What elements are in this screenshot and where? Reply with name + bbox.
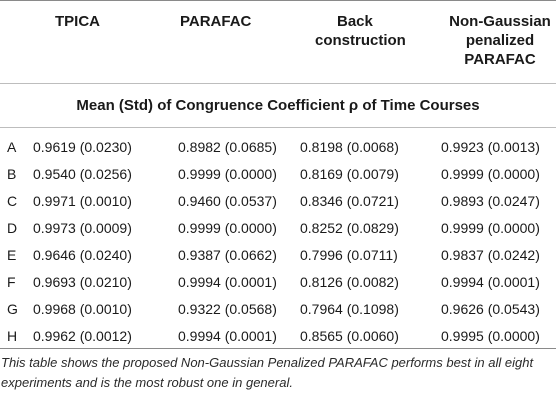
cell-back-construction: 0.8169 (0.0079) (300, 166, 399, 182)
table-row: C 0.9971 (0.0010) 0.9460 (0.0537) 0.8346… (0, 187, 556, 215)
header-back-construction: Back construction (315, 13, 406, 49)
cell-non-gaussian: 0.9837 (0.0242) (441, 247, 540, 263)
cell-tpica: 0.9619 (0.0230) (33, 139, 132, 155)
cell-non-gaussian: 0.9999 (0.0000) (441, 220, 540, 236)
row-label: H (7, 328, 18, 344)
cell-parafac: 0.9994 (0.0001) (178, 328, 277, 344)
cell-tpica: 0.9693 (0.0210) (33, 274, 132, 290)
row-label: C (7, 193, 18, 209)
cell-tpica: 0.9962 (0.0012) (33, 328, 132, 344)
cell-parafac: 0.8982 (0.0685) (178, 139, 277, 155)
cell-back-construction: 0.8346 (0.0721) (300, 193, 399, 209)
header-parafac: PARAFAC (180, 13, 252, 30)
row-label: A (7, 139, 17, 155)
cell-tpica: 0.9540 (0.0256) (33, 166, 132, 182)
row-label: E (7, 247, 17, 263)
cell-parafac: 0.9460 (0.0537) (178, 193, 277, 209)
cell-non-gaussian: 0.9893 (0.0247) (441, 193, 540, 209)
table-footnote: This table shows the proposed Non-Gaussi… (1, 355, 534, 390)
top-rule (0, 0, 556, 1)
cell-non-gaussian: 0.9626 (0.0543) (441, 301, 540, 317)
cell-back-construction: 0.8126 (0.0082) (300, 274, 399, 290)
table-row: A 0.9619 (0.0230) 0.8982 (0.0685) 0.8198… (0, 133, 556, 161)
table-row: H 0.9962 (0.0012) 0.9994 (0.0001) 0.8565… (0, 322, 556, 350)
cell-tpica: 0.9968 (0.0010) (33, 301, 132, 317)
row-label: F (7, 274, 16, 290)
row-label: G (7, 301, 18, 317)
table-row: G 0.9968 (0.0010) 0.9322 (0.0568) 0.7964… (0, 295, 556, 323)
cell-back-construction: 0.8252 (0.0829) (300, 220, 399, 236)
cell-non-gaussian: 0.9999 (0.0000) (441, 166, 540, 182)
subtitle-rule (0, 127, 556, 128)
header-non-gaussian: Non-Gaussian penalized PARAFAC (449, 13, 551, 68)
row-label: D (7, 220, 18, 236)
cell-non-gaussian: 0.9995 (0.0000) (441, 328, 540, 344)
cell-parafac: 0.9994 (0.0001) (178, 274, 277, 290)
cell-non-gaussian: 0.9994 (0.0001) (441, 274, 540, 290)
cell-tpica: 0.9646 (0.0240) (33, 247, 132, 263)
bottom-rule (0, 348, 556, 349)
cell-non-gaussian: 0.9923 (0.0013) (441, 139, 540, 155)
table-row: B 0.9540 (0.0256) 0.9999 (0.0000) 0.8169… (0, 160, 556, 188)
header-rule (0, 83, 556, 84)
cell-tpica: 0.9971 (0.0010) (33, 193, 132, 209)
cell-parafac: 0.9999 (0.0000) (178, 166, 277, 182)
table-row: F 0.9693 (0.0210) 0.9994 (0.0001) 0.8126… (0, 268, 556, 296)
table-row: D 0.9973 (0.0009) 0.9999 (0.0000) 0.8252… (0, 214, 556, 242)
cell-parafac: 0.9322 (0.0568) (178, 301, 277, 317)
cell-back-construction: 0.7964 (0.1098) (300, 301, 399, 317)
cell-tpica: 0.9973 (0.0009) (33, 220, 132, 236)
cell-parafac: 0.9999 (0.0000) (178, 220, 277, 236)
table-row: E 0.9646 (0.0240) 0.9387 (0.0662) 0.7996… (0, 241, 556, 269)
row-label: B (7, 166, 17, 182)
header-tpica: TPICA (55, 13, 100, 30)
table-subtitle: Mean (Std) of Congruence Coefficient ρ o… (76, 97, 480, 114)
cell-parafac: 0.9387 (0.0662) (178, 247, 277, 263)
cell-back-construction: 0.8565 (0.0060) (300, 328, 399, 344)
cell-back-construction: 0.7996 (0.0711) (300, 247, 398, 263)
cell-back-construction: 0.8198 (0.0068) (300, 139, 399, 155)
